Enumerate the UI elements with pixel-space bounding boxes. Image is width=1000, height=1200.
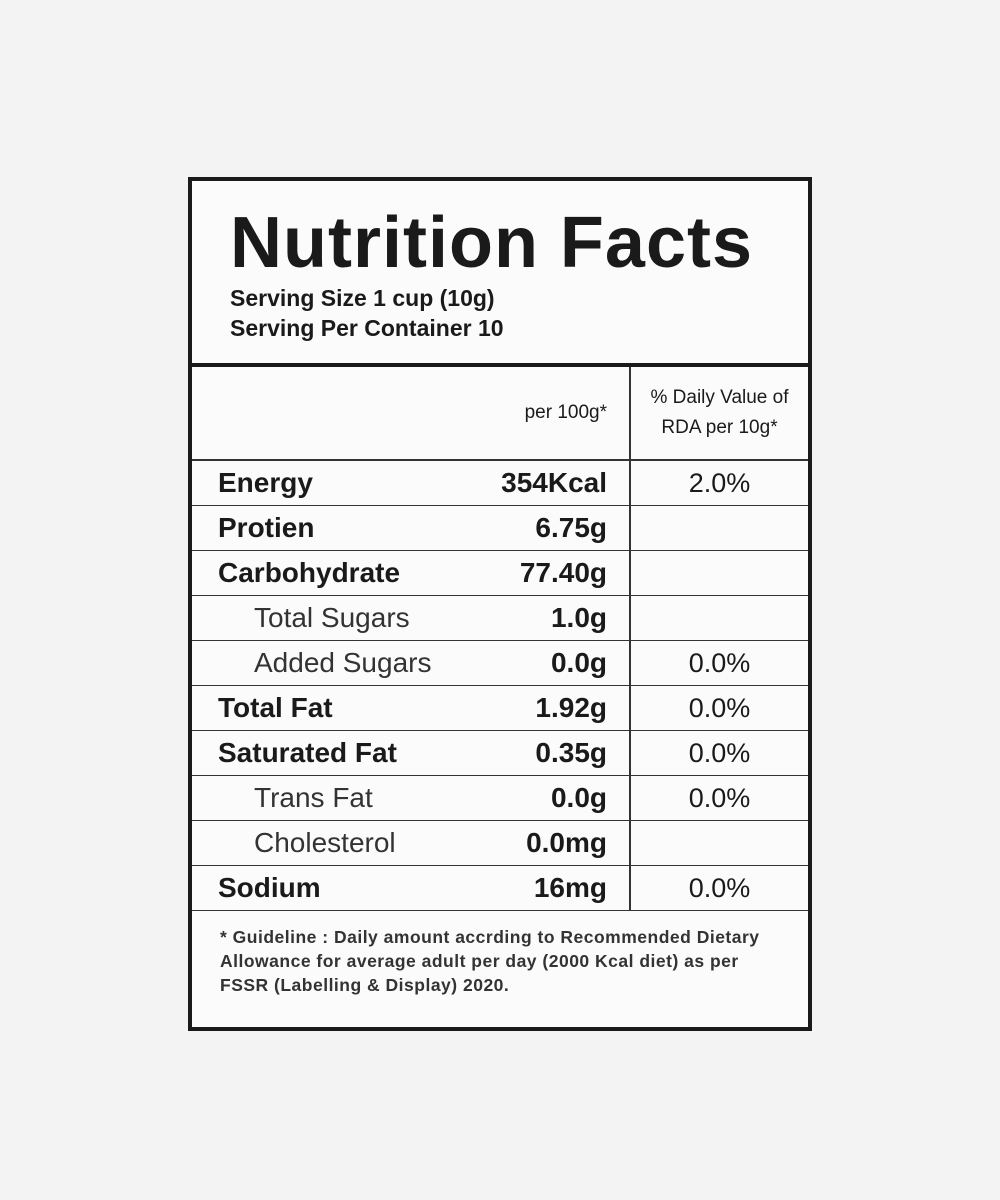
nutrient-name: Total Sugars [192, 595, 474, 641]
servings-per-container: Serving Per Container 10 [230, 315, 504, 341]
nutrient-row: Protien 6.75g [192, 505, 808, 551]
nutrient-name: Trans Fat [192, 775, 474, 821]
rows: Energy 354Kcal 2.0% Protien 6.75g Carbohydrat… [192, 460, 808, 911]
nutrient-row: Cholesterol 0.0mg [192, 820, 808, 866]
header-cell: per 100g* [474, 367, 631, 461]
daily-value [630, 505, 808, 551]
daily-value: 0.0% [630, 640, 808, 686]
nutrient-name: Energy [192, 460, 474, 506]
nutrient-name: Protien [192, 505, 474, 551]
nutrient-row: Saturated Fat 0.35g 0.0% [192, 730, 808, 776]
daily-value: 0.0% [630, 775, 808, 821]
amount: 0.0g [474, 640, 631, 686]
serving-size: Serving Size 1 cup (10g) [230, 285, 495, 311]
amount: 0.0g [474, 775, 631, 821]
amount: 0.35g [474, 730, 631, 776]
daily-value: 0.0% [630, 865, 808, 911]
daily-value: 2.0% [630, 460, 808, 506]
label-header: Nutrition Facts Serving Size 1 cup (10g)… [192, 181, 808, 367]
daily-value [630, 595, 808, 641]
nutrient-row: Added Sugars 0.0g 0.0% [192, 640, 808, 686]
nutrient-row: Total Sugars 1.0g [192, 595, 808, 641]
amount: 1.0g [474, 595, 631, 641]
header-row: per 100g* % Daily Value of RDA per 10g* [192, 367, 808, 461]
amount: 77.40g [474, 550, 631, 596]
nutrient-row: Trans Fat 0.0g 0.0% [192, 775, 808, 821]
amount: 354Kcal [474, 460, 631, 506]
amount: 6.75g [474, 505, 631, 551]
nutrient-name: Carbohydrate [192, 550, 474, 596]
header-blank [192, 367, 474, 461]
nutrition-label: Nutrition Facts Serving Size 1 cup (10g)… [188, 177, 812, 1031]
amount: 1.92g [474, 685, 631, 731]
amount: 16mg [474, 865, 631, 911]
nutrient-row: Energy 354Kcal 2.0% [192, 460, 808, 506]
nutrient-name: Saturated Fat [192, 730, 474, 776]
nutrient-name: Cholesterol [192, 820, 474, 866]
nutrient-name: Total Fat [192, 685, 474, 731]
nutrient-row: Carbohydrate 77.40g [192, 550, 808, 596]
nutrient-name: Added Sugars [192, 640, 474, 686]
daily-value: 0.0% [630, 685, 808, 731]
nutrient-row: Sodium 16mg 0.0% [192, 865, 808, 911]
amount: 0.0mg [474, 820, 631, 866]
nutrient-row: Total Fat 1.92g 0.0% [192, 685, 808, 731]
daily-value: 0.0% [630, 730, 808, 776]
header-cell: % Daily Value of RDA per 10g* [630, 367, 808, 461]
nutrient-name: Sodium [192, 865, 474, 911]
title: Nutrition Facts [230, 203, 754, 283]
footnote: * Guideline : Daily amount accrding to R… [220, 927, 760, 995]
nutrient-table: per 100g* % Daily Value of RDA per 10g* … [192, 367, 808, 911]
daily-value [630, 820, 808, 866]
daily-value [630, 550, 808, 596]
